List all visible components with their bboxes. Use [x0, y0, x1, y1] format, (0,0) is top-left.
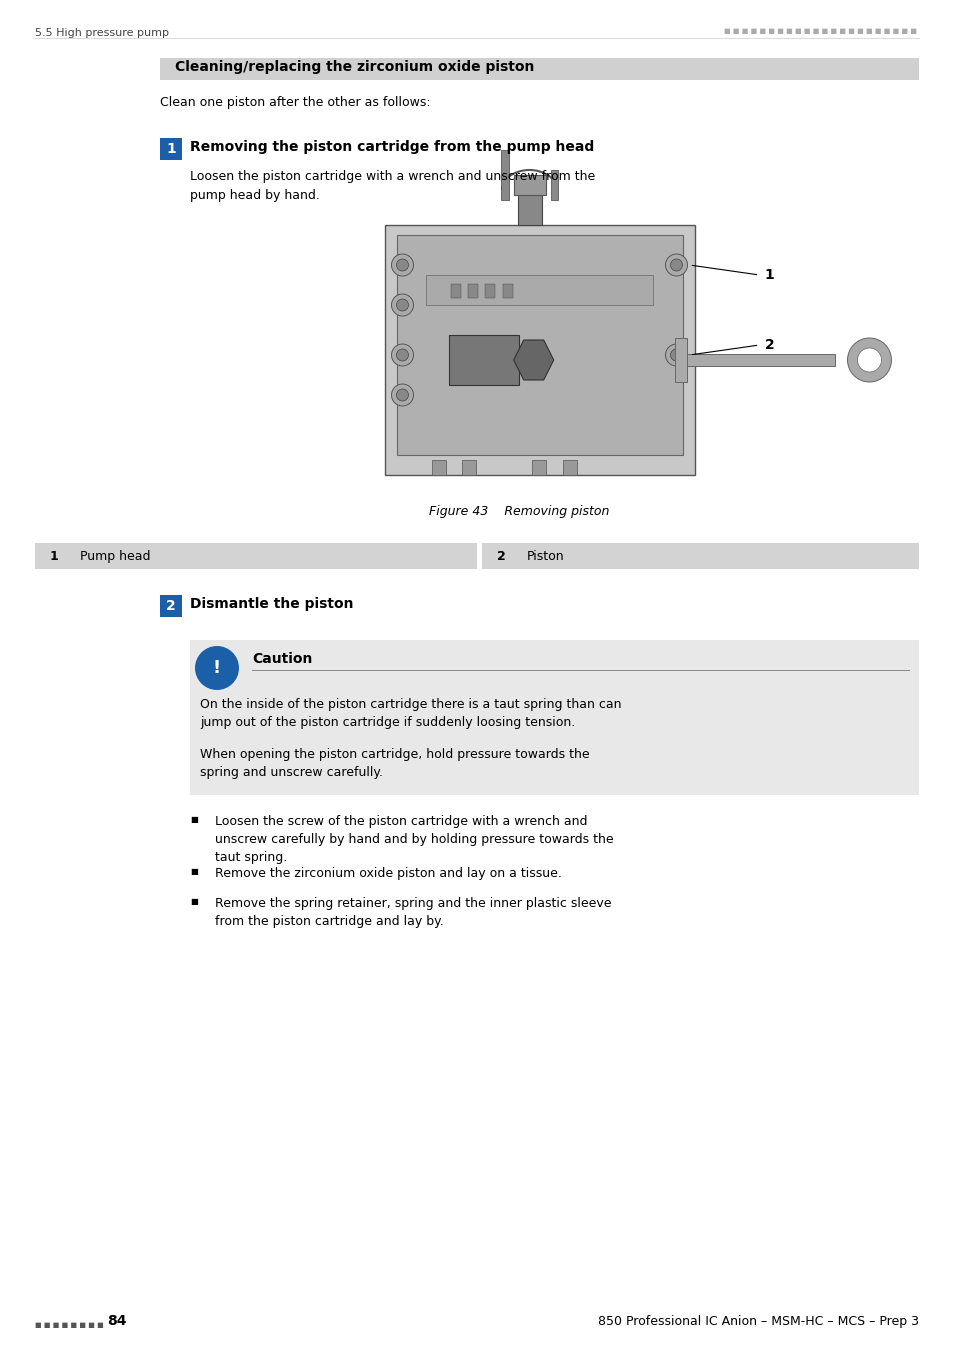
Bar — [501, 150, 508, 200]
Bar — [532, 460, 546, 475]
Circle shape — [396, 389, 408, 401]
Text: 1: 1 — [50, 549, 59, 563]
Bar — [562, 460, 576, 475]
Text: When opening the piston cartridge, hold pressure towards the
spring and unscrew : When opening the piston cartridge, hold … — [200, 748, 589, 779]
Text: Figure 43    Removing piston: Figure 43 Removing piston — [429, 505, 609, 518]
Text: Dismantle the piston: Dismantle the piston — [190, 597, 354, 612]
Text: Loosen the screw of the piston cartridge with a wrench and
unscrew carefully by : Loosen the screw of the piston cartridge… — [214, 815, 613, 864]
Circle shape — [396, 350, 408, 360]
Text: 84: 84 — [107, 1314, 127, 1328]
Bar — [426, 275, 652, 305]
Circle shape — [396, 298, 408, 311]
Text: 2: 2 — [763, 338, 774, 352]
FancyBboxPatch shape — [160, 138, 182, 161]
Text: Clean one piston after the other as follows:: Clean one piston after the other as foll… — [160, 96, 430, 109]
FancyBboxPatch shape — [396, 235, 681, 455]
Bar — [432, 460, 446, 475]
FancyBboxPatch shape — [384, 225, 694, 475]
Text: 2: 2 — [497, 549, 505, 563]
FancyBboxPatch shape — [160, 595, 182, 617]
Circle shape — [194, 647, 239, 690]
Bar — [462, 460, 476, 475]
Circle shape — [670, 259, 681, 271]
Circle shape — [665, 254, 687, 275]
Circle shape — [391, 294, 413, 316]
Circle shape — [391, 344, 413, 366]
Text: Remove the zirconium oxide piston and lay on a tissue.: Remove the zirconium oxide piston and la… — [214, 867, 561, 880]
Text: ■: ■ — [190, 896, 197, 906]
Polygon shape — [513, 340, 553, 379]
Text: Loosen the piston cartridge with a wrench and unscrew from the
pump head by hand: Loosen the piston cartridge with a wrenc… — [190, 170, 595, 202]
Polygon shape — [674, 338, 686, 382]
Bar — [451, 284, 461, 298]
Text: 1: 1 — [166, 142, 175, 157]
Bar — [481, 543, 918, 568]
Text: Pump head: Pump head — [80, 549, 151, 563]
Text: Removing the piston cartridge from the pump head: Removing the piston cartridge from the p… — [190, 140, 594, 154]
Text: ■: ■ — [190, 867, 197, 876]
Circle shape — [396, 259, 408, 271]
Circle shape — [665, 344, 687, 366]
Bar — [35, 543, 476, 568]
Bar — [485, 284, 495, 298]
Text: Caution: Caution — [252, 652, 312, 666]
Text: Remove the spring retainer, spring and the inner plastic sleeve
from the piston : Remove the spring retainer, spring and t… — [214, 896, 611, 927]
Circle shape — [670, 350, 681, 360]
Text: Piston: Piston — [526, 549, 564, 563]
Text: 2: 2 — [166, 599, 175, 613]
Circle shape — [846, 338, 890, 382]
Text: 850 Professional IC Anion – MSM-HC – MCS – Prep 3: 850 Professional IC Anion – MSM-HC – MCS… — [598, 1315, 918, 1328]
Text: ■: ■ — [190, 815, 197, 824]
Text: Cleaning/replacing the zirconium oxide piston: Cleaning/replacing the zirconium oxide p… — [174, 59, 534, 74]
Text: ■ ■ ■ ■ ■ ■ ■ ■: ■ ■ ■ ■ ■ ■ ■ ■ — [35, 1322, 106, 1328]
FancyBboxPatch shape — [448, 335, 518, 385]
Text: 5.5 High pressure pump: 5.5 High pressure pump — [35, 28, 169, 38]
FancyBboxPatch shape — [160, 58, 918, 80]
Circle shape — [857, 348, 881, 373]
Text: 1: 1 — [763, 269, 774, 282]
Bar — [468, 284, 478, 298]
Text: On the inside of the piston cartridge there is a taut spring than can
jump out o: On the inside of the piston cartridge th… — [200, 698, 620, 729]
Text: ■ ■ ■ ■ ■ ■ ■ ■ ■ ■ ■ ■ ■ ■ ■ ■ ■ ■ ■ ■ ■ ■: ■ ■ ■ ■ ■ ■ ■ ■ ■ ■ ■ ■ ■ ■ ■ ■ ■ ■ ■ ■ … — [723, 28, 918, 34]
Bar — [550, 170, 557, 200]
Bar — [502, 284, 512, 298]
FancyBboxPatch shape — [513, 176, 545, 194]
Bar — [517, 190, 541, 225]
Bar — [684, 354, 834, 366]
FancyBboxPatch shape — [190, 640, 918, 795]
Circle shape — [391, 383, 413, 406]
Circle shape — [391, 254, 413, 275]
Text: !: ! — [213, 659, 221, 676]
